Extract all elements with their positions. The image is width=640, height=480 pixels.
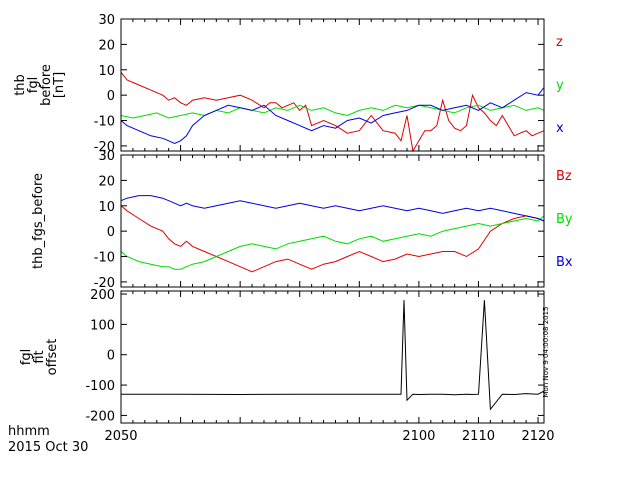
legend-Bz: Bz — [556, 169, 572, 184]
y-tick-label: 20 — [98, 38, 115, 53]
y-tick-label: -10 — [94, 251, 115, 266]
y-axis-label: [nT] — [52, 72, 67, 98]
y-tick-label: -10 — [94, 115, 115, 130]
y-tick-label: 0 — [107, 225, 115, 240]
legend-z: z — [556, 35, 563, 50]
x-tick-label: 2050 — [104, 429, 137, 444]
chart-panels: zyx-20-100102030thbfglbefore[nT]BzByBx-2… — [13, 13, 573, 444]
y-tick-label: 10 — [98, 64, 115, 79]
panel-3: -200 -100 0 100 200 2050 2100 2110 2120 fglfitoff… — [19, 288, 555, 444]
y-axis-label: fgl — [19, 349, 34, 365]
y-tick-label: 10 — [98, 200, 115, 215]
series-line-z — [120, 71, 545, 153]
y-axis-label: offset — [45, 339, 60, 376]
y-tick-label: 30 — [98, 13, 115, 28]
series-line-offset — [121, 300, 545, 411]
y-tick-label: -200 — [85, 409, 115, 424]
y-axis-label: before — [39, 64, 54, 106]
plot-frame — [120, 18, 545, 152]
x-tick-label: 2120 — [521, 429, 554, 444]
legend-By: By — [556, 212, 573, 227]
y-tick-label: 100 — [90, 318, 115, 333]
legend-y: y — [556, 78, 564, 93]
y-tick-label: 30 — [98, 149, 115, 164]
y-tick-label: -20 — [94, 276, 115, 291]
series-line-Bx — [120, 195, 545, 222]
y-tick-label: -20 — [94, 140, 115, 155]
y-axis-label: thb — [13, 74, 28, 96]
series-line-y — [120, 104, 545, 119]
y-tick-label: 200 — [90, 288, 115, 303]
y-tick-label: -100 — [85, 379, 115, 394]
plot-frame — [120, 290, 545, 424]
x-tick-label: 2100 — [402, 429, 435, 444]
panel-2: Bz By Bx -20 -10 0 10 20 30 thb_fgs_before — [31, 149, 573, 291]
series-line-By — [120, 215, 545, 270]
y-tick-label: 0 — [107, 349, 115, 364]
date-label: 2015 Oct 30 — [8, 440, 88, 455]
plot-frame — [120, 154, 545, 288]
series-line-Bz — [120, 205, 545, 273]
y-axis-label: thb_fgs_before — [31, 173, 46, 269]
y-tick-label: 0 — [107, 89, 115, 104]
timestamp-stamp: Mon Nov 9 04:00:08 2015 — [542, 306, 550, 397]
series-line-x — [120, 87, 545, 144]
time-unit-label: hhmm — [8, 424, 50, 439]
y-axis-label: fgl — [26, 77, 41, 93]
y-tick-label: 20 — [98, 174, 115, 189]
y-axis-label: fit — [32, 350, 47, 363]
x-tick-label: 2110 — [462, 429, 495, 444]
legend-x: x — [556, 121, 564, 136]
legend-Bx: Bx — [556, 255, 573, 270]
